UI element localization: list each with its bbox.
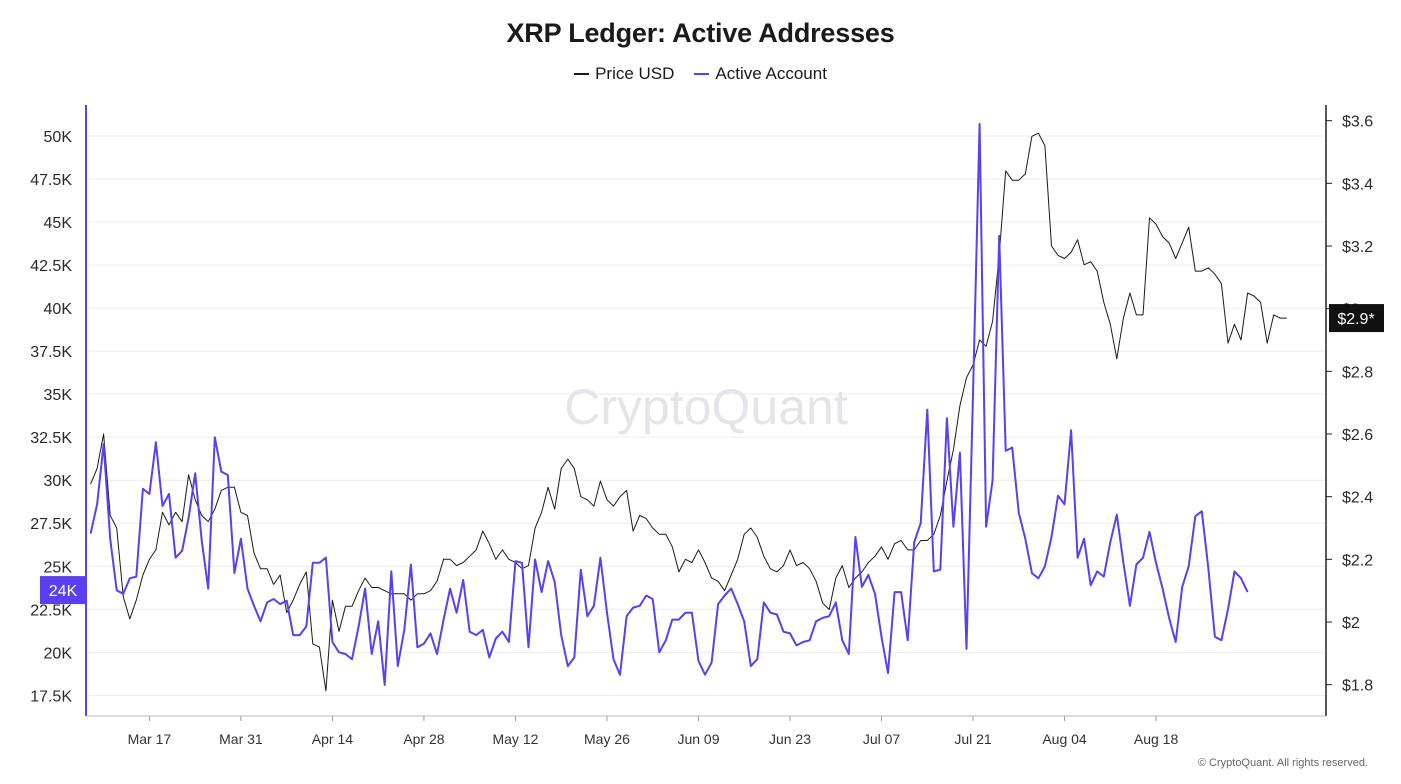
x-tick-label: May 26 (584, 731, 630, 747)
y-right-tick-label: $2.6 (1342, 427, 1373, 444)
legend-label-active: Active Account (715, 64, 827, 83)
y-left-tick-label: 45K (44, 215, 73, 232)
x-tick-label: Apr 14 (312, 731, 353, 747)
y-right-tick-label: $2.2 (1342, 552, 1373, 569)
chart-title: XRP Ledger: Active Addresses (506, 18, 895, 48)
legend-swatch-active (694, 73, 710, 75)
x-tick-label: May 12 (492, 731, 538, 747)
watermark: CryptoQuant (564, 379, 848, 435)
legend-item-active[interactable]: Active Account (694, 64, 827, 84)
active-account-line[interactable] (89, 122, 1249, 686)
legend-item-price[interactable]: Price USD (574, 64, 674, 84)
y-right-tick-label: $2 (1342, 615, 1360, 632)
x-tick-label: Mar 31 (219, 731, 263, 747)
x-tick-label: Jul 07 (863, 731, 901, 747)
y-right-tick-label: $1.8 (1342, 678, 1373, 695)
y-left-tick-label: 22.5K (30, 602, 72, 619)
copyright-notice: © CryptoQuant. All rights reserved. (1198, 757, 1368, 769)
y-left-tick-label: 25K (44, 559, 73, 576)
y-right-tick-label: $3.6 (1342, 114, 1373, 131)
current-active-badge-label: 24K (49, 583, 78, 600)
y-left-tick-label: 20K (44, 645, 73, 662)
gridlines (86, 135, 1326, 696)
price-usd-line[interactable] (90, 132, 1287, 692)
x-tick-label: Jul 21 (954, 731, 992, 747)
y-right-tick-label: $2.4 (1342, 490, 1373, 507)
x-tick-label: Jun 09 (677, 731, 719, 747)
series-lines (89, 122, 1287, 692)
current-active-badge (40, 576, 86, 605)
legend: Price USD Active Account (0, 64, 1401, 84)
y-left-tick-label: 32.5K (30, 430, 72, 447)
y-left-tick-label: 47.5K (30, 172, 72, 189)
y-left-tick-label: 37.5K (30, 344, 72, 361)
y-right-tick-label: $3.2 (1342, 239, 1373, 256)
axes (85, 105, 1332, 721)
current-price-badge-label: $2.9* (1337, 311, 1374, 328)
y-left-tick-label: 17.5K (30, 688, 72, 705)
y-left-tick-label: 42.5K (30, 258, 72, 275)
y-left-tick-label: 50K (44, 129, 73, 146)
value-badges: 24K $2.9* (40, 304, 1384, 605)
y-left-tick-label: 40K (44, 301, 73, 318)
x-tick-label: Mar 17 (128, 731, 172, 747)
x-tick-label: Jun 23 (769, 731, 811, 747)
x-tick-label: Aug 18 (1134, 731, 1179, 747)
tick-labels: 17.5K 20K 22.5K 25K 27.5K 30K 32.5K 35K 37.5K 40K… (30, 114, 1373, 747)
y-right-tick-label: $3.4 (1342, 176, 1373, 193)
y-left-tick-label: 27.5K (30, 516, 72, 533)
x-tick-label: Apr 28 (403, 731, 444, 747)
y-right-tick-label: $2.8 (1342, 364, 1373, 381)
legend-label-price: Price USD (595, 64, 675, 83)
legend-swatch-price (574, 73, 590, 75)
y-left-tick-label: 30K (44, 473, 73, 490)
y-left-tick-label: 35K (44, 387, 73, 404)
current-price-badge (1329, 304, 1384, 333)
x-tick-label: Aug 04 (1042, 731, 1087, 747)
